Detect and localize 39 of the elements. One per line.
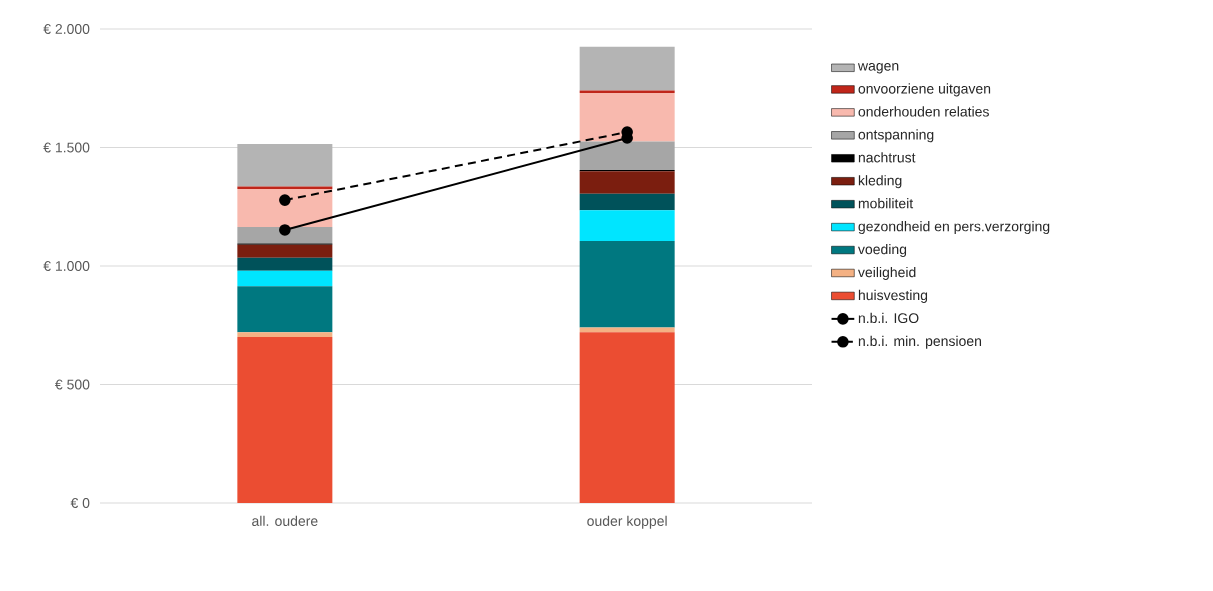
bar — [237, 244, 333, 258]
bar — [237, 332, 333, 338]
point — [279, 194, 291, 206]
legend-label: onvoorziene uitgaven — [858, 83, 991, 97]
legend-label: voeding — [857, 243, 907, 258]
legend-label: mobiliteit — [858, 198, 914, 209]
bar — [579, 171, 675, 194]
y-tick-label: € 1.000 — [43, 261, 90, 271]
legend-label: ontspanning — [858, 129, 934, 143]
bar — [237, 257, 333, 271]
y-tick-label: € 2.000 — [43, 24, 90, 34]
bar — [237, 286, 333, 333]
legend-label: huisvesting — [858, 289, 928, 303]
x-tick-label: all. oudere — [252, 515, 318, 526]
bar — [237, 188, 333, 227]
bar — [579, 46, 675, 91]
bar — [579, 210, 675, 242]
y-tick-label: € 1.500 — [43, 142, 90, 153]
bar — [579, 141, 675, 170]
y-tick-label: € 500 — [55, 379, 90, 390]
legend-label: n.b.i. min. pensioen — [858, 335, 982, 349]
legend-label: n.b.i. IGO — [858, 312, 919, 324]
legend-label: wagen — [857, 63, 899, 74]
bar — [237, 143, 333, 187]
bar — [579, 241, 675, 328]
legend-label: kleding — [858, 175, 902, 189]
bar — [579, 92, 675, 142]
x-tick-label: ouder koppel — [587, 515, 667, 529]
legend-label: gezondheid en pers.verzorging — [858, 221, 1050, 235]
legend-label: nachtrust — [858, 152, 916, 163]
bar — [237, 226, 333, 244]
bar — [579, 193, 675, 211]
bar — [579, 332, 675, 503]
point — [279, 224, 291, 236]
legend-label: veiligheid — [857, 266, 916, 280]
bar — [237, 337, 333, 503]
bar — [237, 270, 333, 287]
y-tick-label: € 0 — [70, 498, 90, 508]
legend-label: onderhouden relaties — [858, 106, 989, 117]
